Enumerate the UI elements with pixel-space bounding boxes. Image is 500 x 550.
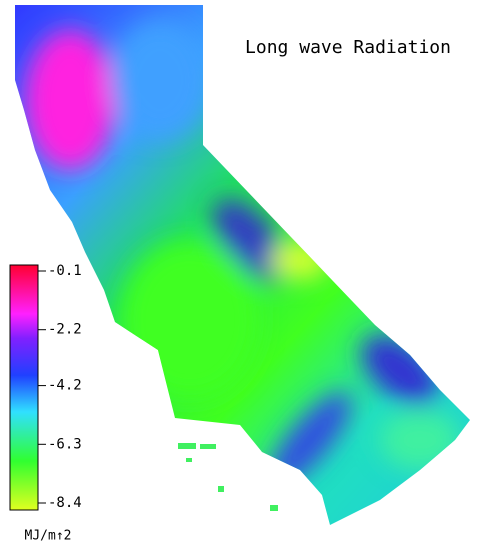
colorbar-unit: MJ/m↑2: [25, 529, 72, 544]
map-title: Long wave Radiation: [245, 37, 451, 58]
colorbar-tick-label: -6.3: [48, 436, 82, 452]
colorbar: [9, 264, 39, 511]
colorbar-tick-label: -4.2: [48, 378, 82, 394]
colorbar-tick-label: -8.4: [48, 495, 82, 511]
channel-islands: [178, 443, 278, 511]
colorbar-tick-label: -2.2: [48, 322, 82, 338]
colorbar-tick-label: -0.1: [48, 263, 82, 279]
